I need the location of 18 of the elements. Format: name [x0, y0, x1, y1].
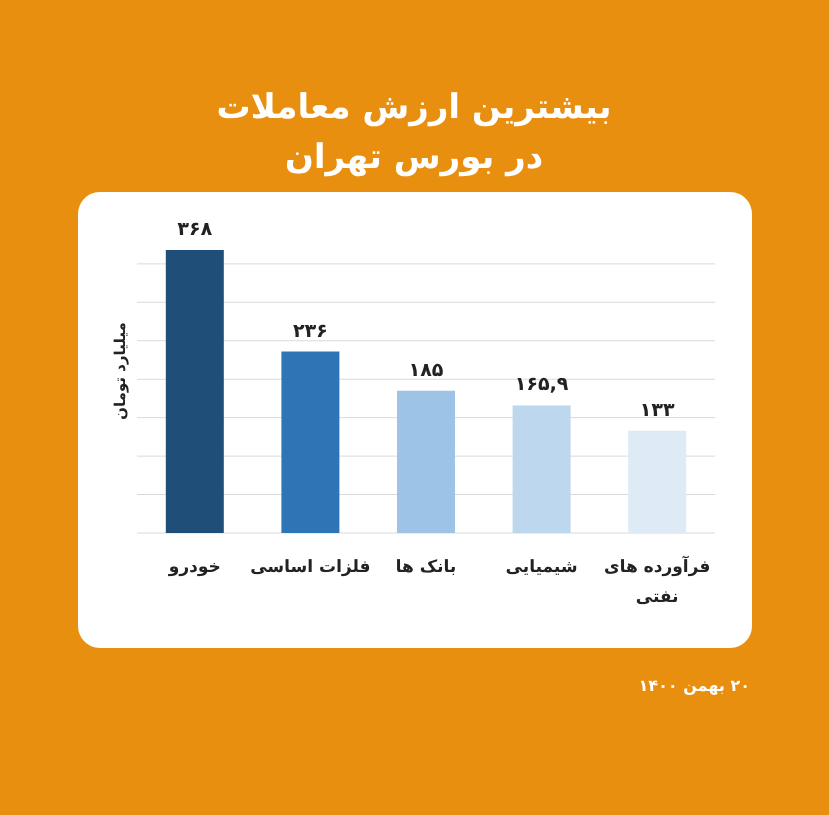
bar [628, 430, 686, 533]
x-tick-label: شیمیایی [504, 556, 579, 579]
x-tick-label: بانک ها [396, 557, 456, 577]
data-label: ۱۶۵,۹ [514, 373, 570, 396]
x-tick-label: فلزات اساسی [249, 556, 372, 579]
data-label: ۱۳۳ [638, 398, 676, 421]
x-tick-label: خودرو [168, 557, 221, 577]
bar [166, 250, 224, 533]
chart-title: بیشترین ارزش معاملات در بورس تهران [215, 86, 613, 179]
bar [512, 405, 571, 533]
data-label: ۱۸۵ [408, 358, 444, 381]
data-label: ۲۳۶ [292, 320, 329, 342]
x-tick-label: فرآورده های نفتی [603, 554, 712, 609]
text: ۲۰ بهمن ۱۴۰۰ [638, 676, 750, 695]
bar [281, 352, 340, 533]
y-axis-title: میلیارد تومان [111, 321, 129, 422]
data-label: ۳۶۸ [176, 218, 214, 240]
bar [397, 390, 455, 533]
